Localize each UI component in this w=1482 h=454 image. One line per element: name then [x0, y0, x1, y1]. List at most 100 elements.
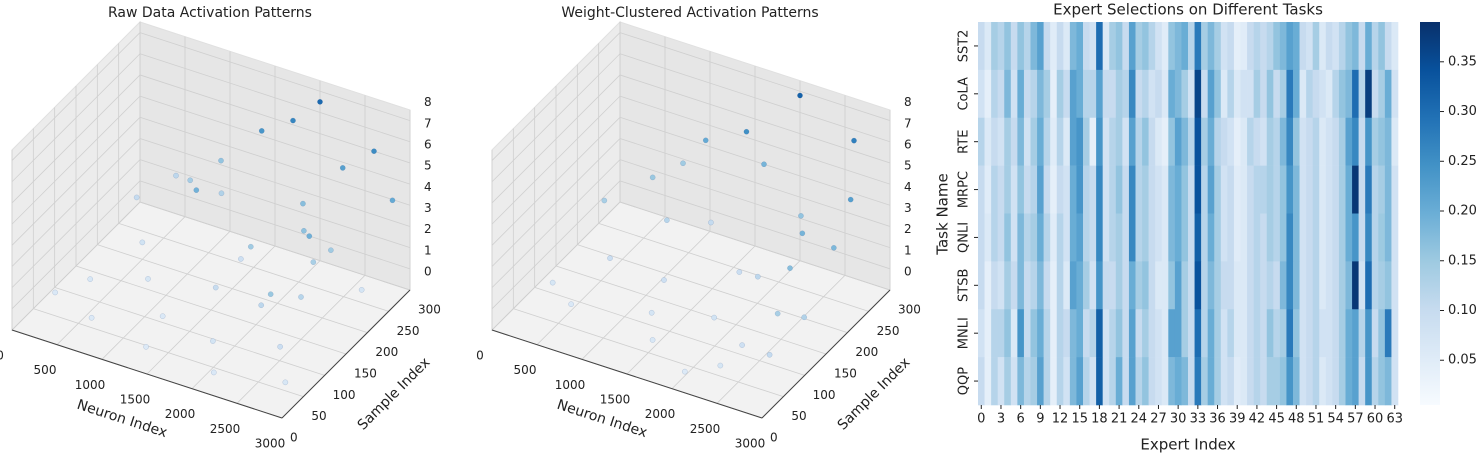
x-tick-label: 21	[1111, 412, 1128, 427]
y-axis-label: Task Name	[934, 173, 952, 255]
x-tick-label: 12	[1052, 412, 1069, 427]
heatmap-cell	[1023, 261, 1031, 310]
heatmap-cell	[1260, 357, 1268, 406]
heatmap-cell	[1128, 117, 1136, 166]
heatmap-cell	[1312, 69, 1320, 119]
data-point	[173, 172, 179, 179]
heatmap-cell	[1338, 22, 1346, 71]
data-point	[798, 212, 804, 219]
z-tick-label: 3	[904, 201, 912, 215]
x-tick-label: 1500	[120, 393, 151, 407]
heatmap-cell	[1069, 309, 1077, 358]
grid-line	[139, 116, 411, 206]
heatmap-cell	[1207, 22, 1215, 71]
z-tick-label: 2	[904, 222, 912, 236]
heatmap-cell	[1220, 213, 1228, 262]
heatmap-cell	[1168, 261, 1176, 310]
y-tick-label: MNLI	[957, 317, 972, 349]
data-point	[711, 314, 718, 321]
x-tick-label: 500	[34, 363, 57, 377]
heatmap-cell	[1142, 309, 1149, 358]
colorbar-tick-label: 0.20	[1448, 204, 1477, 219]
heatmap-cell	[1161, 22, 1169, 71]
heatmap-cell	[1128, 261, 1136, 310]
heatmap-cell	[1266, 213, 1274, 262]
heatmap-cell	[1161, 357, 1169, 406]
grid-line	[139, 138, 411, 227]
heatmap-cell	[1312, 117, 1320, 166]
heatmap-cell	[1063, 117, 1071, 166]
heatmap-cell	[1142, 261, 1149, 310]
heatmap-cell	[1201, 22, 1208, 71]
heatmap-cell	[1345, 261, 1353, 310]
grid-line	[619, 159, 891, 249]
heatmap-cell	[1181, 261, 1189, 310]
heatmap-cell	[1148, 165, 1156, 214]
heatmap-cell	[1214, 117, 1222, 166]
heatmap-cell	[1148, 22, 1156, 71]
heatmap-cell	[1286, 357, 1294, 406]
heatmap-cell	[1266, 309, 1274, 358]
heatmap-cell	[1023, 69, 1031, 119]
heatmap-cell	[991, 309, 998, 358]
x-axis	[491, 329, 763, 419]
y-tick-label: 50	[791, 409, 806, 423]
grid-line	[491, 95, 621, 225]
data-point	[680, 160, 686, 167]
y-tick-label: 250	[877, 324, 900, 338]
y-tick-label: RTE	[957, 130, 972, 154]
heatmap-cell	[1069, 213, 1077, 262]
heatmap-cell	[984, 261, 992, 310]
heatmap-cell	[1325, 213, 1333, 262]
heatmap-cell	[1266, 69, 1274, 119]
heatmap-cell	[1247, 117, 1254, 166]
heatmap-cell	[1142, 117, 1149, 166]
heatmap-cell	[1325, 261, 1333, 310]
heatmap-cell	[1299, 22, 1307, 71]
heatmap-cell	[1378, 309, 1386, 358]
heatmap-cell	[1037, 309, 1044, 358]
heatmap-cell	[1083, 357, 1090, 406]
heatmap-cell	[1306, 357, 1313, 406]
heatmap-cell	[1371, 69, 1379, 119]
heatmap-cell	[1293, 22, 1300, 71]
heatmap-cell	[1358, 357, 1366, 406]
heatmap-cell	[997, 69, 1005, 119]
heatmap-cell	[1109, 22, 1117, 71]
data-point	[145, 276, 151, 282]
heatmap-cell	[1155, 165, 1163, 214]
heatmap-cell	[1345, 357, 1353, 406]
grid-line	[139, 180, 411, 270]
heatmap-cell	[1174, 261, 1182, 310]
heatmap-cell	[1371, 261, 1379, 310]
x-tick-label: 27	[1150, 412, 1167, 427]
heatmap-cell	[1201, 165, 1208, 214]
heatmap-cell	[1201, 309, 1208, 358]
z-tick-label: 1	[904, 243, 912, 257]
heatmap-cell	[1043, 22, 1051, 71]
heatmap-cell	[1037, 213, 1044, 262]
x-tick-label: 3000	[735, 437, 766, 451]
heatmap-cell	[1273, 117, 1281, 166]
heatmap-cell	[1037, 69, 1044, 119]
heatmap-cell	[1345, 165, 1353, 214]
heatmap-cell	[1384, 357, 1392, 406]
heatmap-cell	[1076, 117, 1084, 166]
data-point	[736, 269, 743, 275]
heatmap-cell	[1207, 309, 1215, 358]
heatmap-cell	[984, 69, 992, 119]
heatmap-cell	[1352, 213, 1359, 262]
y-tick-label: 0	[290, 431, 298, 445]
heatmap-cell	[1352, 357, 1359, 406]
x-tick-label: 9	[1036, 412, 1044, 427]
heatmap-cell	[1194, 357, 1202, 406]
data-point	[212, 284, 219, 291]
y-tick-label: 250	[397, 324, 420, 338]
grid-line	[139, 53, 411, 143]
data-point	[193, 187, 200, 193]
heatmap-cell	[1089, 261, 1097, 310]
data-point	[282, 379, 289, 386]
heatmap-cell	[1332, 117, 1340, 166]
heatmap-cell	[1279, 261, 1287, 310]
heatmap-cell	[1135, 357, 1143, 406]
